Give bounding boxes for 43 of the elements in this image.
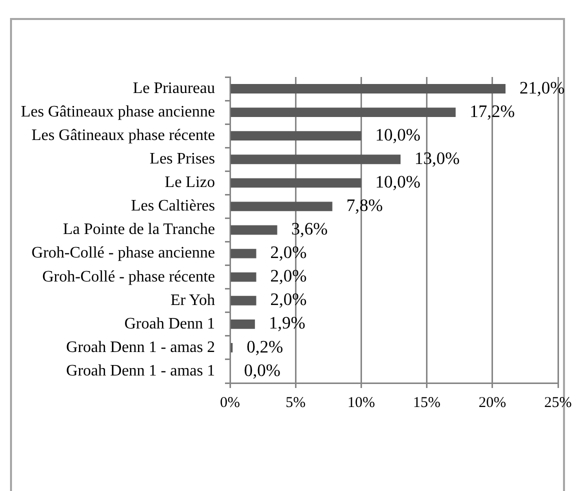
y-tick-label: Les Gâtineaux phase ancienne [20, 104, 215, 121]
x-tick-label: 5% [286, 394, 306, 411]
data-label: 2,0% [270, 266, 307, 286]
data-label: 0,0% [244, 360, 280, 380]
y-tick-label: Le Lizo [164, 174, 215, 192]
x-tick-label: 25% [544, 394, 572, 411]
bar [230, 108, 456, 118]
data-label: 10,0% [375, 124, 420, 144]
data-label: 2,0% [270, 289, 307, 310]
y-tick-label: Les Caltières [131, 198, 215, 215]
bar [230, 154, 401, 164]
bar [230, 319, 255, 329]
data-label: 7,8% [346, 195, 383, 216]
y-tick-label: Les Gâtineaux phase récente [32, 127, 215, 144]
data-label: 1,9% [268, 312, 306, 333]
y-tick-label: Er Yoh [170, 292, 215, 309]
y-tick-label: Les Prises [150, 150, 215, 168]
bar [230, 178, 362, 188]
data-label: 13,0% [414, 148, 460, 168]
data-label: 0,2% [246, 336, 284, 356]
y-tick-label: Le Priaureau [132, 80, 215, 97]
y-tick-label: Groh-Collé - phase récente [42, 268, 215, 286]
data-label: 3,6% [291, 218, 328, 239]
x-tick-label: 0% [220, 394, 240, 411]
y-tick-label: Groah Denn 1 [124, 315, 215, 332]
bar [230, 202, 332, 212]
data-label: 17,2% [470, 100, 515, 121]
bar [230, 84, 506, 94]
y-tick-label: La Pointe de la Tranche [63, 221, 215, 238]
bar [230, 131, 362, 141]
x-tick-label: 20% [478, 394, 506, 411]
x-tick-label: 10% [347, 394, 375, 411]
x-tick-label: 15% [413, 394, 441, 411]
data-label: 21,0% [520, 77, 565, 98]
y-tick-label: Groh-Collé - phase ancienne [32, 244, 215, 262]
y-tick-label: Groah Denn 1 - amas 1 [66, 362, 215, 380]
bar [230, 225, 278, 235]
bar [230, 296, 256, 306]
bar [230, 272, 256, 282]
y-tick-label: Groah Denn 1 - amas 2 [66, 338, 215, 356]
data-label: 2,0% [270, 242, 307, 262]
bar [230, 248, 256, 258]
data-label: 10,0% [375, 172, 420, 192]
